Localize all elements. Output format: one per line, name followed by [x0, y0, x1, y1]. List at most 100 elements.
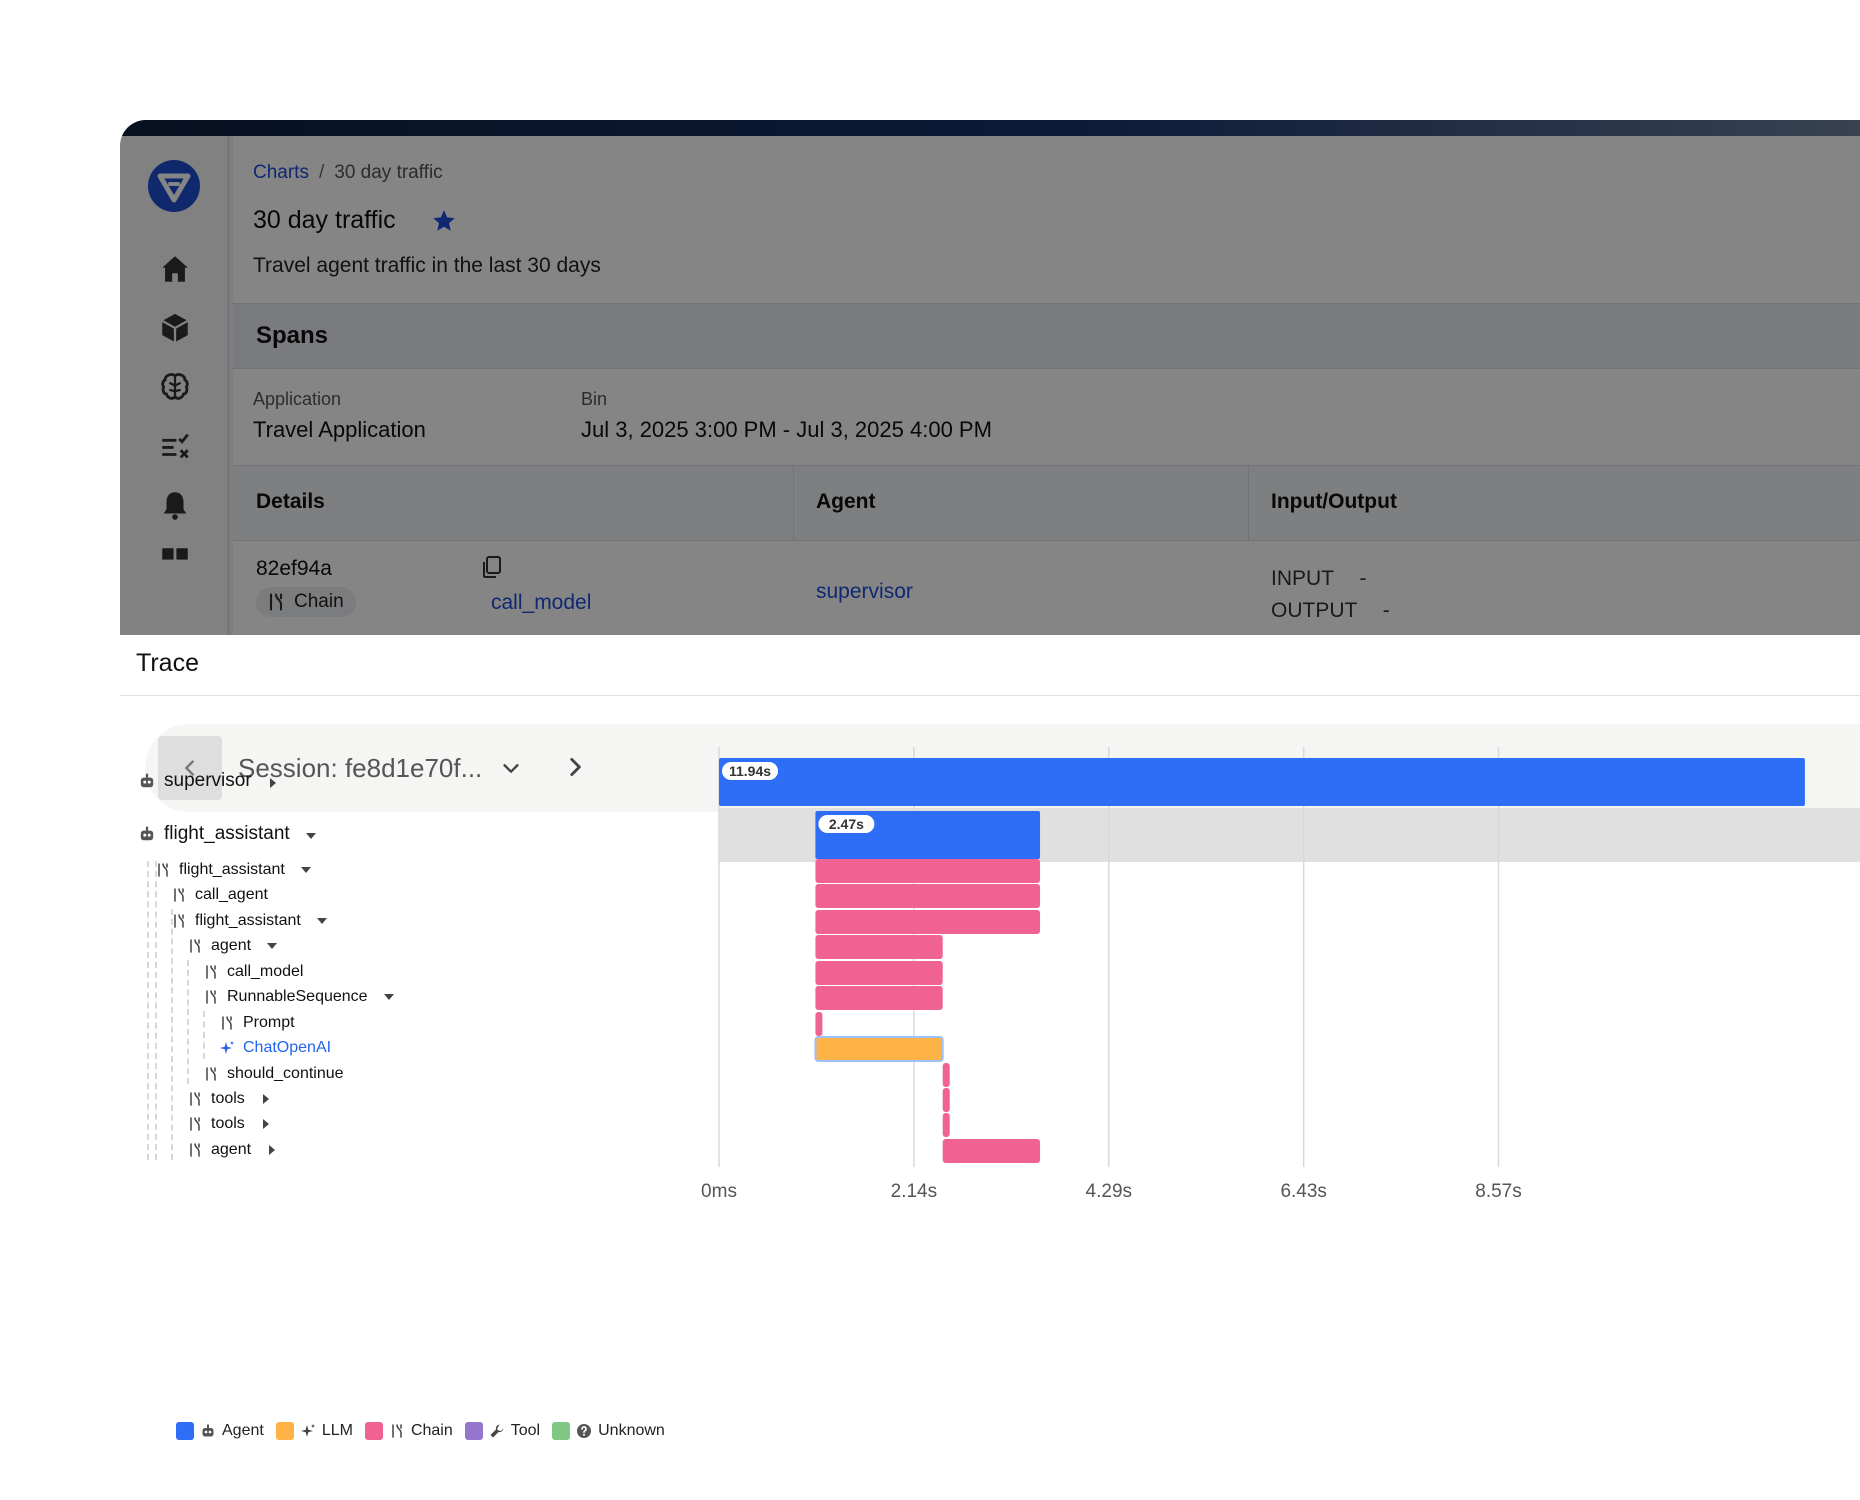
caret-down-icon[interactable]	[315, 914, 329, 928]
input-row: INPUT -	[1271, 567, 1366, 591]
breadcrumb: Charts / 30 day traffic	[253, 162, 443, 184]
spans-meta: Application Travel Application Bin Jul 3…	[233, 369, 1860, 466]
x-axis-tick-label: 2.14s	[891, 1181, 937, 1202]
caret-right-icon[interactable]	[259, 1117, 273, 1131]
star-icon[interactable]	[431, 208, 457, 234]
span-tree-item[interactable]: RunnableSequence	[203, 988, 396, 1006]
window-top-bar	[120, 120, 1860, 136]
bin-value: Jul 3, 2025 3:00 PM - Jul 3, 2025 4:00 P…	[581, 417, 992, 442]
span-tree-item[interactable]: ChatOpenAI	[219, 1039, 331, 1057]
span-bar[interactable]	[815, 884, 1041, 908]
span-tree-item[interactable]: flight_assistant	[138, 823, 318, 845]
bar-duration-label: 11.94s	[729, 763, 771, 779]
caret-down-icon[interactable]	[299, 863, 313, 877]
column-header-agent[interactable]: Agent	[816, 490, 876, 513]
span-tree-item[interactable]: call_model	[203, 963, 303, 981]
session-select[interactable]: Session: fe8d1e70f...	[238, 753, 483, 783]
chain-icon	[219, 1015, 235, 1031]
logo-icon[interactable]	[148, 160, 200, 212]
chain-icon	[203, 1066, 219, 1082]
span-tree-item[interactable]: tools	[187, 1090, 273, 1108]
caret-right-icon[interactable]	[259, 1092, 273, 1106]
chain-icon	[203, 964, 219, 980]
breadcrumb-current: 30 day traffic	[334, 162, 443, 183]
span-tree-item[interactable]: Prompt	[219, 1014, 295, 1032]
application-label: Application	[253, 389, 342, 409]
span-bar[interactable]	[942, 1088, 950, 1112]
grid-icon[interactable]	[158, 544, 192, 578]
span-bar[interactable]	[719, 758, 1805, 806]
copy-icon[interactable]	[481, 555, 503, 579]
evaluations-icon[interactable]	[158, 429, 192, 463]
span-bar[interactable]	[942, 1063, 950, 1087]
column-header-details[interactable]: Details	[256, 490, 325, 513]
divider	[120, 695, 1860, 696]
trace-title: Trace	[136, 649, 199, 677]
span-tree-item[interactable]: agent	[187, 1141, 279, 1159]
legend-swatch	[176, 1422, 194, 1440]
wrench-icon	[489, 1423, 505, 1439]
x-axis-tick-label: 0ms	[701, 1181, 737, 1202]
bell-icon[interactable]	[158, 488, 192, 522]
span-bar[interactable]	[815, 961, 943, 985]
legend-label: Tool	[510, 1422, 541, 1439]
agent-link[interactable]: supervisor	[816, 580, 913, 603]
span-tree-item[interactable]: agent	[187, 937, 279, 955]
cube-icon[interactable]	[158, 311, 192, 345]
chain-icon	[171, 913, 187, 929]
span-tree-label: agent	[211, 937, 252, 954]
chevron-left-icon	[185, 760, 194, 776]
span-tree-item[interactable]: supervisor	[138, 770, 280, 792]
legend: Agent LLM Chain Tool Unknown	[176, 1422, 665, 1440]
span-bar[interactable]	[815, 859, 1041, 883]
span-bar[interactable]	[942, 1113, 950, 1137]
chain-icon	[203, 989, 219, 1005]
chain-icon	[187, 1091, 203, 1107]
home-icon[interactable]	[158, 252, 192, 286]
caret-down-icon[interactable]	[265, 939, 279, 953]
span-bar[interactable]	[942, 1139, 1041, 1163]
span-bar[interactable]	[815, 935, 943, 959]
span-tree-label: tools	[211, 1090, 245, 1107]
span-bar[interactable]	[814, 1036, 944, 1062]
legend-item: Tool	[464, 1422, 541, 1440]
previous-session-button[interactable]	[158, 736, 222, 800]
column-header-input-output[interactable]: Input/Output	[1271, 490, 1397, 513]
caret-down-icon[interactable]	[304, 827, 318, 841]
span-tree-item[interactable]: tools	[187, 1115, 273, 1133]
span-tree-label: supervisor	[164, 770, 252, 791]
breadcrumb-link-charts[interactable]: Charts	[253, 162, 309, 183]
chevron-down-icon[interactable]	[500, 757, 522, 779]
span-bar[interactable]	[815, 910, 1041, 934]
caret-right-icon[interactable]	[265, 1143, 279, 1157]
caret-down-icon[interactable]	[382, 990, 396, 1004]
span-tree-item[interactable]: flight_assistant	[155, 861, 313, 879]
caret-right-icon[interactable]	[266, 774, 280, 788]
bin-label: Bin	[581, 389, 608, 409]
legend-label: Agent	[222, 1422, 264, 1439]
chain-icon	[269, 593, 283, 611]
tree-guide-line	[155, 861, 157, 1160]
span-bar[interactable]	[815, 1012, 823, 1036]
span-tree-item[interactable]: should_continue	[203, 1065, 344, 1083]
span-name-link[interactable]: call_model	[491, 591, 592, 614]
span-tree-item[interactable]: flight_assistant	[171, 912, 329, 930]
bar-duration-badge	[818, 815, 875, 833]
span-tree-item[interactable]: call_agent	[171, 886, 268, 904]
tree-guide-line	[147, 861, 149, 1160]
legend-label: LLM	[321, 1422, 353, 1439]
span-bar[interactable]	[815, 986, 943, 1010]
chain-icon	[187, 938, 203, 954]
bar-duration-label: 2.47s	[829, 816, 864, 832]
sparkle-icon	[300, 1423, 316, 1439]
table-header: Details Agent Input/Output	[233, 466, 1860, 541]
span-tree-label: Prompt	[243, 1014, 295, 1031]
span-tree-label: RunnableSequence	[227, 988, 368, 1005]
table-row[interactable]: 82ef94a Chain call_model supervisor INPU…	[233, 541, 1860, 635]
next-session-button[interactable]	[562, 754, 588, 780]
brain-icon[interactable]	[158, 370, 192, 404]
output-label: OUTPUT	[1271, 599, 1357, 622]
legend-label: Unknown	[598, 1422, 665, 1439]
main-content: Charts / 30 day traffic 30 day traffic Tra…	[233, 136, 1860, 635]
